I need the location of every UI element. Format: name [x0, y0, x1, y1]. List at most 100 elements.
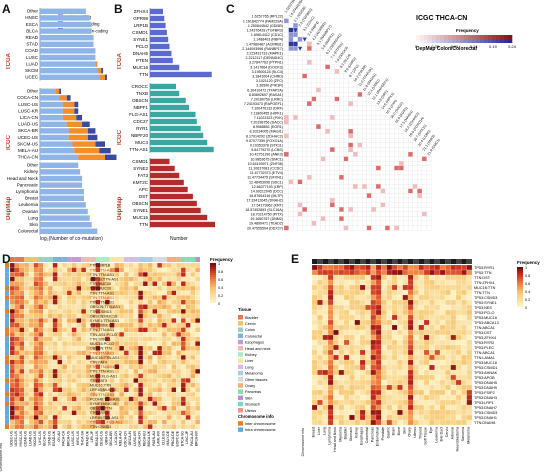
panel-d-cell — [166, 281, 172, 287]
panel-e-cell — [439, 419, 446, 426]
panel-d-cell — [176, 359, 182, 365]
panel-c-cell — [375, 202, 381, 208]
panel-d-cell — [71, 410, 77, 416]
panel-c-cell — [398, 133, 404, 139]
panel-e-cell — [455, 304, 462, 311]
panel-c-cell — [417, 225, 423, 231]
panel-e-cell — [402, 319, 409, 326]
panel-e-cell — [407, 334, 414, 341]
panel-c-cell — [325, 211, 331, 217]
panel-c-row-label: 1.1488403 (RBP4) — [253, 38, 283, 42]
panel-c-cell — [339, 220, 344, 226]
panel-e-cell — [429, 419, 435, 426]
panel-d-cell — [47, 387, 53, 393]
panel-e-col-label: Uterus — [413, 427, 417, 438]
panel-e-top-strip-cell — [456, 259, 462, 264]
panel-d-row-label: TTN:TTN-AS1 — [90, 296, 114, 300]
panel-d-cell — [166, 364, 172, 370]
panel-d-cell — [157, 322, 163, 328]
panel-a-category-label: READ — [25, 35, 38, 40]
panel-c-cell — [293, 216, 298, 222]
panel-c-cell — [297, 32, 303, 38]
panel-c-cell — [293, 119, 298, 125]
panel-c-cell — [380, 225, 386, 231]
panel-c-cell — [306, 92, 312, 97]
panel-e-cell — [327, 414, 334, 421]
panel-c-cell — [385, 156, 390, 162]
panel-d-cell — [57, 262, 63, 268]
panel-e-row-label: TTN:LAMA1 — [474, 356, 495, 360]
panel-c-cell — [325, 161, 331, 166]
panel-c-cell — [371, 161, 377, 166]
panel-d-tissue-strip-cell — [105, 257, 110, 262]
panel-d-cell — [176, 336, 182, 342]
panel-d-cell — [180, 327, 186, 333]
panel-d-cell — [19, 327, 25, 333]
panel-d-cell — [147, 281, 153, 287]
panel-d-cell — [161, 415, 167, 420]
panel-a-bar-segment — [40, 21, 92, 28]
panel-e-cell — [349, 389, 355, 396]
panel-e-top-strip-cell — [397, 259, 403, 264]
panel-e-cell — [333, 279, 339, 286]
panel-d-cell — [43, 276, 49, 282]
panel-c-cell — [421, 161, 427, 166]
panel-d-cell — [185, 364, 191, 370]
panel-c-cell — [311, 82, 317, 88]
panel-d-cell — [28, 309, 34, 314]
panel-e-legend-gradient — [517, 287, 523, 290]
panel-d-cell — [138, 332, 144, 337]
panel-d-col-label: BRCA-KR — [195, 430, 199, 446]
panel-d-cell — [147, 299, 153, 305]
panel-d-cell — [119, 368, 125, 374]
panel-c-cell — [325, 216, 331, 222]
panel-d-cell — [123, 327, 129, 333]
panel-d-cell — [33, 262, 39, 268]
panel-d-cell — [147, 341, 153, 347]
panel-c-row-label: 12.48453096 (SDC1) — [249, 180, 283, 184]
panel-c-cell — [325, 193, 331, 199]
panel-d-cell — [123, 396, 129, 402]
panel-b-category-label: PTEN — [136, 58, 148, 63]
panel-d-cell — [33, 401, 39, 407]
panel-e-cell — [434, 419, 441, 426]
panel-d-cell — [171, 272, 177, 277]
panel-c-legend-gradient-blue — [456, 40, 461, 43]
panel-c-cell — [371, 216, 377, 222]
panel-e-cell — [418, 419, 425, 426]
panel-e-cell — [407, 389, 414, 396]
panel-e-row-label: TP53:MUC16 — [474, 316, 497, 320]
panel-e-legend-gradient — [517, 291, 523, 294]
panel-c-cell — [288, 50, 294, 56]
panel-c-cell — [421, 156, 427, 162]
panel-c-cell — [316, 133, 321, 139]
panel-c-cell — [297, 78, 303, 84]
panel-c-cell — [329, 105, 335, 111]
panel-c-cell — [297, 133, 303, 139]
panel-d-chrom-strip-cell — [5, 378, 9, 383]
panel-d-cell — [14, 295, 20, 300]
panel-d-cell — [157, 424, 163, 430]
panel-d-cell — [62, 382, 68, 388]
panel-e-cell — [338, 329, 345, 336]
panel-e-cell — [397, 304, 403, 311]
panel-e-cell — [338, 364, 345, 371]
panel-d-cell — [81, 322, 87, 328]
panel-d-cell — [142, 415, 148, 420]
panel-d-cell — [195, 267, 201, 273]
panel-c-cell — [334, 124, 340, 130]
panel-c-cell — [352, 110, 358, 116]
panel-e-cell — [391, 369, 398, 376]
panel-c-cell — [343, 96, 349, 102]
panel-c-cell — [403, 197, 409, 203]
panel-d-cell — [38, 262, 44, 268]
panel-e-cell — [450, 384, 457, 391]
panel-d-cell — [128, 345, 134, 351]
panel-d-cell — [195, 327, 201, 333]
panel-e-cell — [375, 384, 382, 391]
panel-c-cell — [362, 147, 367, 153]
panel-e-cell — [429, 309, 435, 316]
panel-d-cell — [138, 378, 144, 383]
panel-e-cell — [322, 379, 329, 386]
panel-d-tissue-label: Stomach — [245, 403, 260, 407]
